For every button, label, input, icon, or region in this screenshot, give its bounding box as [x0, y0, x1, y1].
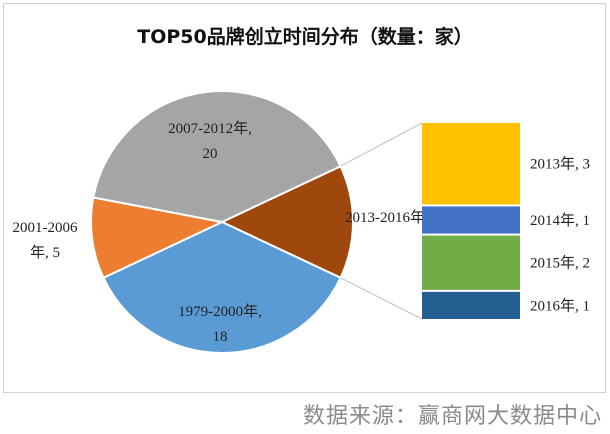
bar-label: 2014年, 1	[530, 212, 590, 229]
connector-line	[340, 122, 423, 167]
slice-label: 1979-2000年,	[178, 303, 262, 320]
slice-label: 年, 5	[30, 244, 60, 261]
connector-line	[340, 277, 423, 320]
bar-label: 2013年, 3	[530, 156, 590, 173]
slice-label: 2013-2016年,7	[345, 209, 437, 226]
pie-slice	[219, 164, 354, 280]
slice-label: 2001-2006	[13, 220, 78, 236]
slice-label: 2007-2012年,	[168, 120, 252, 137]
chart-frame	[3, 3, 606, 393]
bar-segment	[422, 235, 520, 290]
source-note: 数据来源：赢商网大数据中心	[302, 403, 602, 428]
pie-slice	[102, 220, 342, 354]
slice-label: 20	[203, 146, 218, 162]
bar-label: 2015年, 2	[530, 255, 590, 272]
pie-slice	[92, 90, 342, 224]
bar-label: 2016年, 1	[530, 297, 590, 314]
bar-segment	[422, 291, 520, 319]
bar-segment	[422, 206, 520, 234]
slice-label: 18	[213, 329, 228, 345]
bar-segment	[422, 123, 520, 205]
pie-slice	[90, 196, 226, 280]
chart-title: TOP50品牌创立时间分布（数量：家）	[137, 26, 473, 48]
